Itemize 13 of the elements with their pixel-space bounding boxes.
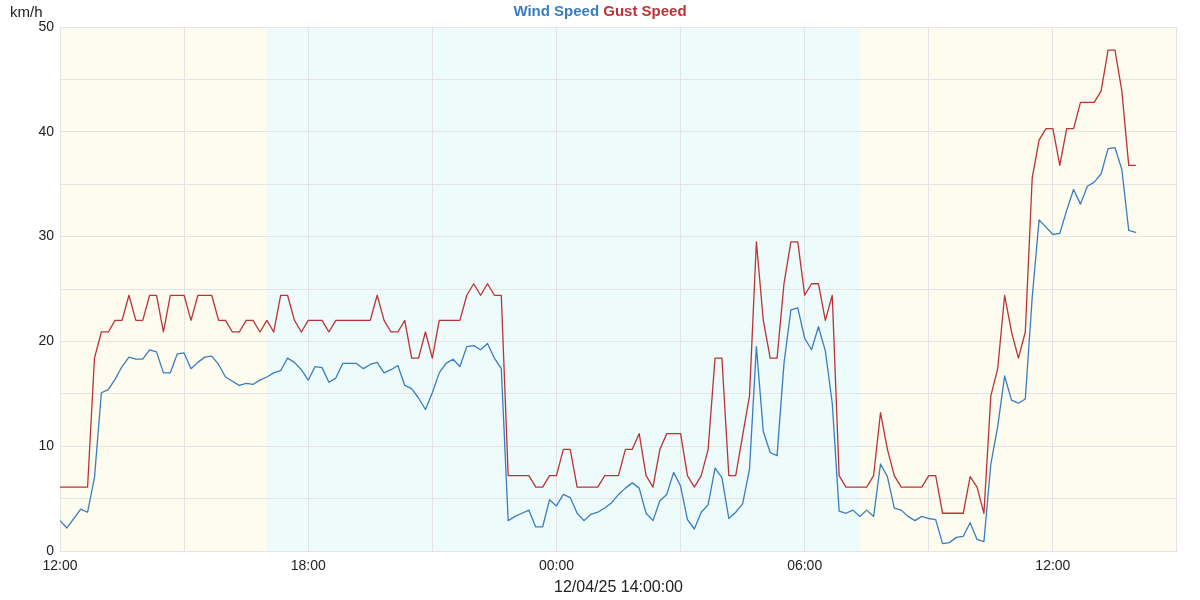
x-tick-label: 00:00	[538, 557, 575, 574]
x-axis-title: 12/04/25 14:00:00	[553, 577, 684, 595]
x-tick-label: 12:00	[42, 557, 78, 574]
text: Wind Speed	[513, 2, 600, 20]
x-tick-label: 06:00	[787, 557, 823, 574]
text: Gust Speed	[603, 2, 687, 20]
x-tick-label: 12:00	[1035, 557, 1071, 574]
y-tick-label: 20	[38, 332, 55, 349]
y-tick-label: 40	[38, 122, 55, 139]
x-tick-label: 18:00	[290, 557, 326, 574]
y-tick-label: 10	[38, 437, 55, 454]
y-tick-label: 30	[38, 227, 55, 244]
y-tick-label: 0	[46, 541, 55, 558]
